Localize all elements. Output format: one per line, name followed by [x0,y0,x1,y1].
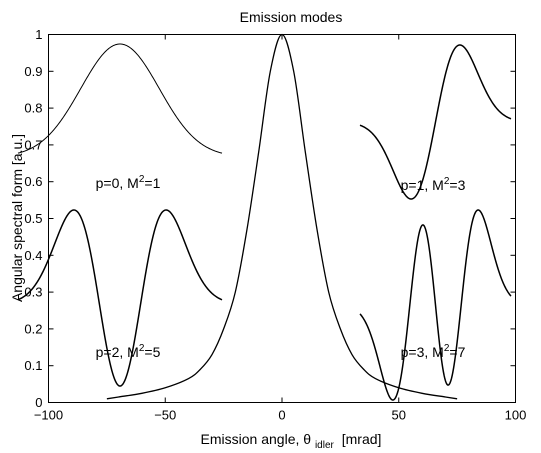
inset-mode-label: p=2, M2=5 [96,343,161,360]
insets-layer: p=0, M2=1 p=1, M2=3p=2, M2=5 p=3, M2=7 [17,43,512,401]
main-curve [106,33,458,400]
x-axis-label-unit: [mrad] [342,431,382,447]
inset-label-main: p=3, M [401,344,444,360]
y-tick-label: 0.7 [24,137,42,152]
inset-mode-label: p=1, M2=3 [401,176,466,193]
inset-label-end: =1 [144,175,160,191]
inset-mode-curve [17,43,223,154]
x-tick-label: 100 [505,408,527,423]
x-tick-label: −100 [34,408,63,423]
y-tick-label: 0.9 [24,64,42,79]
inset-mode-curve [359,44,512,200]
inset-label-end: =5 [144,344,160,360]
inset-label-superscript: 2 [444,176,450,187]
inset-mode-curve [359,209,512,401]
x-tick-label: 0 [278,408,285,423]
y-tick-label: 0 [35,395,42,410]
y-tick-label: 0.2 [24,321,42,336]
y-tick-label: 0.6 [24,174,42,189]
y-tick-label: 0.4 [24,248,42,263]
x-axis-label: Emission angle, θ idler [mrad] [201,431,382,451]
y-tick-label: 0.1 [24,358,42,373]
inset-label-main: p=2, M [96,344,139,360]
x-axis-ticks: −100 −50 0 50 100 [34,34,527,423]
x-tick-label: 50 [392,408,406,423]
inset-label-main: p=1, M [401,177,444,193]
inset-mode-label: p=3, M2=7 [401,343,466,360]
x-axis-label-subscript: idler [315,440,335,451]
inset-label-end: =3 [449,177,465,193]
main-curve-layer [106,33,458,400]
y-tick-label: 0.5 [24,211,42,226]
inset-label-superscript: 2 [139,174,145,185]
inset-mode-curve [17,209,223,387]
y-tick-label: 0.3 [24,285,42,300]
x-axis-label-main: Emission angle, θ [201,431,312,447]
inset-label-superscript: 2 [444,343,450,354]
inset-label-superscript: 2 [139,343,145,354]
inset-label-main: p=0, M [96,175,139,191]
y-tick-label: 0.8 [24,101,42,116]
inset-label-end: =7 [449,344,465,360]
y-axis-ticks: 0 0.1 0.2 0.3 0.4 0.5 0.6 0.7 0.8 0.9 1 [24,27,516,410]
x-tick-label: −50 [154,408,176,423]
inset-mode-label: p=0, M2=1 [96,174,161,191]
y-tick-label: 1 [35,27,42,42]
y-axis-label: Angular spectral form [a.u.] [9,134,25,302]
chart-title: Emission modes [240,9,343,25]
